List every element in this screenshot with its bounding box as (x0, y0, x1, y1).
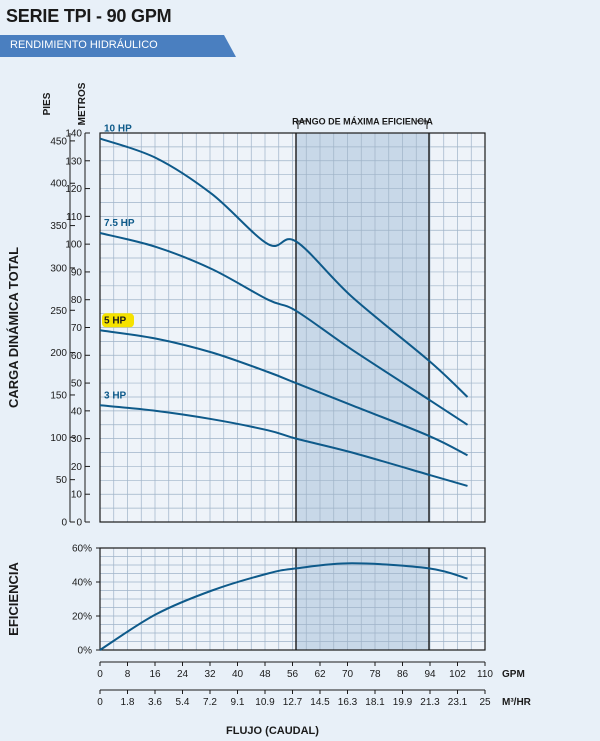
efficiency-tick-label: 40% (72, 578, 92, 589)
range-bracket-right (417, 120, 428, 129)
feet-tick-label: 250 (50, 306, 67, 317)
curve-10-hp (99, 137, 469, 398)
feet-tick-label: 100 (50, 433, 67, 444)
gpm-tick-label: 8 (125, 669, 131, 680)
gpm-tick-label: 102 (449, 669, 466, 680)
gpm-unit-label: GPM (502, 669, 525, 680)
subtitle-banner: RENDIMIENTO HIDRÁULICO (0, 35, 236, 57)
series-label-highlight (102, 313, 134, 328)
m3hr-tick-label: 7.2 (203, 697, 217, 708)
meters-tick-label: 30 (71, 434, 83, 445)
gpm-tick-label: 110 (477, 669, 493, 680)
meters-unit-label: METROS (77, 82, 88, 125)
meters-tick-label: 40 (71, 406, 83, 417)
efficiency-tick-label: 0% (78, 646, 93, 657)
x-axis-title: FLUJO (CAUDAL) (226, 725, 319, 737)
gpm-tick-label: 94 (424, 669, 436, 680)
y-axis-title: CARGA DINÁMICA TOTAL (6, 247, 21, 408)
feet-tick-label: 200 (50, 348, 67, 359)
m3hr-tick-label: 1.8 (121, 697, 135, 708)
efficiency-axis-title: EFICIENCIA (6, 562, 21, 636)
meters-tick-label: 50 (71, 379, 83, 390)
series-label: 10 HP (104, 124, 132, 135)
m3hr-tick-label: 23.1 (448, 697, 468, 708)
meters-tick-label: 100 (65, 240, 82, 251)
m3hr-tick-label: 9.1 (231, 697, 245, 708)
meters-tick-label: 80 (71, 295, 83, 306)
m3hr-tick-label: 0 (97, 697, 103, 708)
feet-tick-label: 0 (61, 518, 67, 529)
efficiency-range-label: RANGO DE MÁXIMA EFICIENCIA (292, 117, 433, 127)
efficiency-tick-label: 20% (72, 612, 92, 623)
efficiency-frame (99, 547, 486, 651)
feet-tick-label: 300 (50, 263, 67, 274)
meters-tick-label: 20 (71, 462, 83, 473)
gpm-tick-label: 70 (342, 669, 354, 680)
efficiency-curve (99, 562, 468, 651)
gpm-tick-label: 48 (259, 669, 271, 680)
curve-7-5-hp (99, 232, 469, 426)
m3hr-tick-label: 19.9 (393, 697, 413, 708)
subtitle: RENDIMIENTO HIDRÁULICO (10, 39, 158, 51)
curve-5-hp (99, 329, 468, 457)
meters-tick-label: 90 (71, 267, 83, 278)
feet-tick-label: 50 (56, 475, 68, 486)
meters-tick-label: 140 (65, 129, 82, 140)
gpm-tick-label: 40 (232, 669, 244, 680)
m3hr-tick-label: 3.6 (148, 697, 162, 708)
feet-tick-label: 450 (50, 136, 67, 147)
series-label: 7.5 HP (104, 218, 135, 229)
gpm-tick-label: 24 (177, 669, 189, 680)
m3hr-tick-label: 18.1 (365, 697, 385, 708)
m3hr-tick-label: 21.3 (420, 697, 440, 708)
feet-tick-label: 150 (50, 390, 67, 401)
gpm-tick-label: 78 (369, 669, 381, 680)
feet-tick-label: 400 (50, 179, 67, 190)
gpm-tick-label: 16 (149, 669, 161, 680)
m3hr-tick-label: 5.4 (176, 697, 190, 708)
meters-tick-label: 70 (71, 323, 83, 334)
gpm-tick-label: 32 (204, 669, 216, 680)
m3hr-unit-label: M³/HR (502, 697, 532, 708)
series-label: 3 HP (104, 390, 127, 401)
plot-frame (99, 132, 486, 523)
efficiency-tick-label: 60% (72, 544, 92, 555)
gpm-tick-label: 0 (97, 669, 103, 680)
m3hr-tick-label: 12.7 (283, 697, 303, 708)
curve-3-hp (99, 404, 468, 487)
m3hr-tick-label: 25 (479, 697, 491, 708)
feet-unit-label: PIES (42, 92, 53, 115)
meters-tick-label: 120 (65, 184, 82, 195)
m3hr-tick-label: 10.9 (255, 697, 275, 708)
meters-tick-label: 130 (65, 156, 82, 167)
meters-tick-label: 60 (71, 351, 83, 362)
meters-tick-label: 10 (71, 490, 83, 501)
feet-tick-label: 350 (50, 221, 67, 232)
m3hr-tick-label: 16.3 (338, 697, 358, 708)
page-title: SERIE TPI - 90 GPM (6, 6, 172, 26)
gpm-tick-label: 56 (287, 669, 299, 680)
series-label: 5 HP (104, 315, 127, 326)
m3hr-tick-label: 14.5 (310, 697, 330, 708)
meters-tick-label: 110 (66, 212, 82, 223)
meters-tick-label: 0 (76, 518, 82, 529)
range-bracket-left (297, 120, 308, 129)
gpm-tick-label: 86 (397, 669, 409, 680)
gpm-tick-label: 62 (314, 669, 326, 680)
